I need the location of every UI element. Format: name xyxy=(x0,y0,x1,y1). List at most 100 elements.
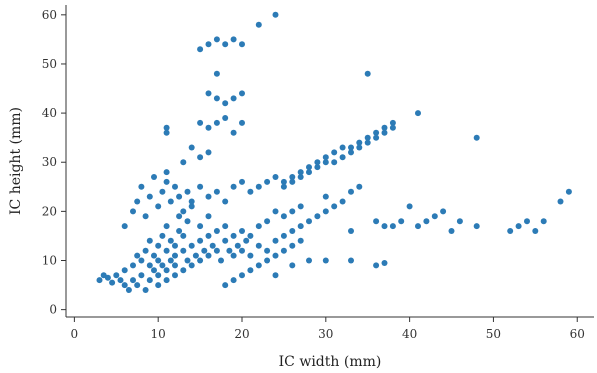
data-point xyxy=(146,262,153,269)
data-point xyxy=(197,183,204,190)
y-tick-label: 10 xyxy=(42,253,57,267)
data-point xyxy=(289,178,296,185)
data-point xyxy=(289,228,296,234)
data-point xyxy=(180,232,187,239)
data-point xyxy=(423,218,430,225)
data-point xyxy=(184,257,191,264)
data-point xyxy=(155,282,162,289)
data-point xyxy=(306,169,312,176)
data-point xyxy=(151,174,157,180)
data-point xyxy=(197,257,204,264)
data-point xyxy=(205,41,212,48)
data-point xyxy=(230,95,237,102)
data-point xyxy=(222,198,229,205)
y-axis-title: IC height (mm) xyxy=(8,107,24,215)
data-point xyxy=(188,144,195,151)
data-point xyxy=(306,218,312,225)
data-point xyxy=(306,257,312,264)
x-tick-label: 30 xyxy=(318,327,333,341)
y-tick-label: 60 xyxy=(42,8,57,22)
x-tick-label: 50 xyxy=(486,327,501,341)
data-point xyxy=(255,21,262,28)
data-point xyxy=(515,223,522,230)
data-point xyxy=(565,188,572,195)
data-point xyxy=(339,198,346,205)
data-point xyxy=(381,129,388,136)
data-point xyxy=(373,218,380,225)
data-point xyxy=(289,208,296,215)
data-point xyxy=(155,242,162,249)
data-point xyxy=(348,257,354,264)
data-point xyxy=(532,228,539,234)
data-point xyxy=(205,213,212,220)
data-point xyxy=(348,228,354,234)
data-point xyxy=(138,183,145,190)
data-point xyxy=(322,154,329,161)
data-point xyxy=(264,178,271,185)
data-point xyxy=(213,95,220,102)
data-point xyxy=(134,282,141,289)
data-point xyxy=(239,119,245,126)
data-point xyxy=(172,242,178,249)
data-point xyxy=(381,223,388,230)
data-point xyxy=(230,232,237,239)
data-point xyxy=(167,198,174,205)
data-point xyxy=(163,169,170,176)
data-point xyxy=(121,223,128,230)
data-point xyxy=(255,262,262,269)
data-point xyxy=(314,213,321,220)
data-point xyxy=(297,237,304,244)
data-point xyxy=(222,100,229,107)
data-point xyxy=(389,119,396,126)
x-tick-label: 60 xyxy=(570,327,585,341)
x-axis-title: IC width (mm) xyxy=(279,354,382,370)
data-point xyxy=(130,262,136,269)
data-point xyxy=(121,267,128,274)
data-point xyxy=(415,110,421,117)
data-point xyxy=(247,267,254,274)
data-point xyxy=(373,262,380,269)
data-point xyxy=(117,277,124,284)
data-point xyxy=(331,159,338,166)
data-point xyxy=(205,149,212,156)
data-point xyxy=(213,228,220,234)
data-point xyxy=(142,213,149,220)
x-tick-label: 40 xyxy=(402,327,417,341)
data-point xyxy=(272,252,279,259)
data-point xyxy=(197,237,204,244)
data-point xyxy=(297,174,304,180)
data-point xyxy=(151,252,157,259)
data-point xyxy=(540,218,547,225)
data-point xyxy=(142,247,149,254)
data-point xyxy=(314,159,321,166)
data-point xyxy=(163,277,170,284)
data-point xyxy=(213,119,220,126)
y-tick-label: 30 xyxy=(42,155,57,169)
data-point xyxy=(322,208,329,215)
data-point xyxy=(180,267,187,274)
data-point xyxy=(239,247,245,254)
data-point xyxy=(146,237,153,244)
y-ticks: 0 10 20 30 40 50 60 xyxy=(42,8,66,317)
data-point xyxy=(172,183,178,190)
data-point xyxy=(348,188,354,195)
data-point xyxy=(172,252,178,259)
data-point xyxy=(272,174,279,180)
data-point xyxy=(230,252,237,259)
data-point xyxy=(507,228,514,234)
data-point xyxy=(356,139,363,146)
data-point xyxy=(213,188,220,195)
data-point xyxy=(280,247,287,254)
data-point xyxy=(331,149,338,156)
data-point xyxy=(130,277,136,284)
data-point xyxy=(364,134,371,141)
data-point xyxy=(255,242,262,249)
data-point xyxy=(163,178,170,185)
x-ticks: 0 10 20 30 40 50 60 xyxy=(71,317,585,341)
data-point xyxy=(125,287,132,293)
data-point xyxy=(373,134,380,141)
data-point xyxy=(297,169,304,176)
data-point xyxy=(188,198,195,205)
data-point xyxy=(289,242,296,249)
